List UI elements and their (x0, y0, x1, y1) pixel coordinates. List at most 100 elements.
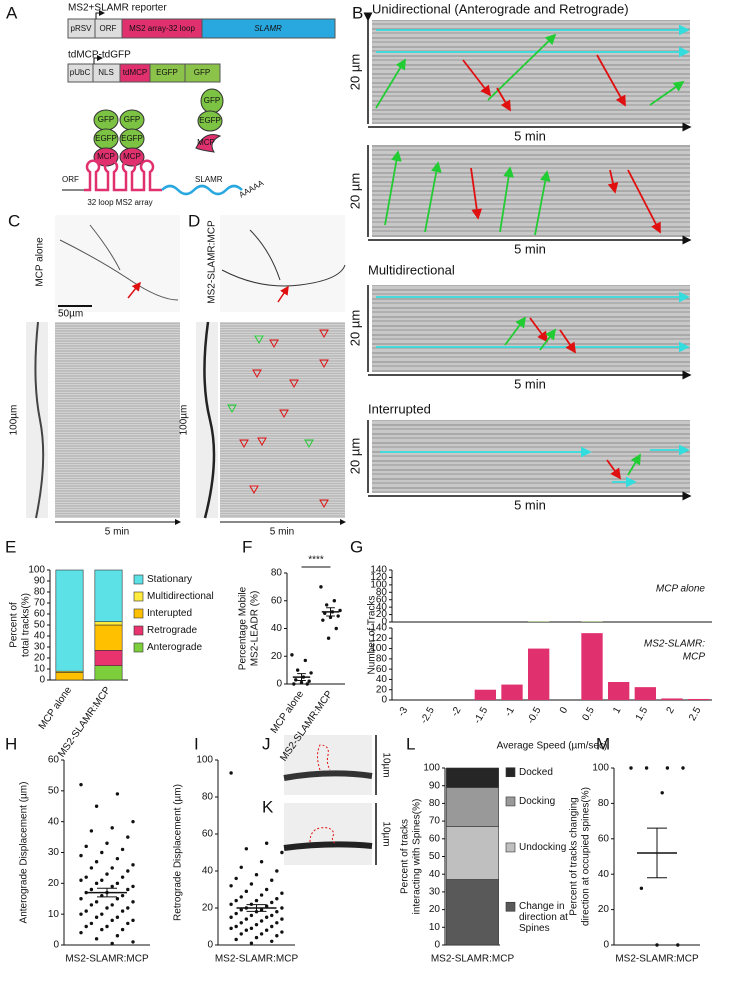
data-point (270, 939, 274, 943)
y-tick-label: 50 (48, 785, 60, 796)
protein-label: EGFP (199, 116, 221, 125)
data-point (681, 766, 685, 770)
y-tick-label: 120 (370, 572, 387, 583)
protein (195, 134, 222, 153)
x-tick-label: 0.5 (580, 705, 597, 723)
y-axis-label: direction at occupied spines(%) (581, 787, 592, 926)
data-point (239, 932, 243, 936)
x-tick-label: -2 (450, 705, 464, 719)
data-point (115, 915, 120, 919)
data-point (244, 917, 249, 921)
data-point (120, 875, 125, 879)
data-point (280, 906, 284, 910)
neurite-strip (196, 322, 218, 518)
data-point (321, 618, 325, 622)
bar (688, 698, 710, 700)
data-point (131, 884, 135, 889)
bar-segment (446, 787, 499, 827)
legend-label: Stationary (147, 574, 193, 585)
scale-label: 20 µm (347, 173, 362, 209)
legend-swatch (505, 901, 516, 912)
y-tick-label: 40 (429, 869, 441, 880)
bar (634, 687, 656, 700)
panel-letter: C (8, 211, 20, 230)
data-point (303, 658, 308, 663)
construct-label: tdMCP (123, 68, 147, 77)
data-point (100, 878, 104, 882)
y-tick-label: 100 (370, 579, 387, 590)
legend-item: Anterograde (147, 642, 202, 653)
panel-letter: H (5, 734, 17, 753)
y-tick-label: 60 (376, 664, 388, 675)
bar (474, 689, 496, 700)
data-point (100, 850, 104, 855)
y-tick-label: 100 (423, 763, 440, 774)
data-point (639, 886, 644, 891)
y-tick-label: 30 (48, 847, 60, 858)
data-point (665, 766, 670, 770)
panel-letter: K (262, 797, 274, 816)
data-point (259, 860, 264, 864)
data-point (254, 922, 259, 927)
kymograph-title: Interrupted (368, 401, 431, 416)
protein-label: EGFP (95, 134, 117, 143)
pointer-arrow (127, 281, 141, 299)
track-arrow (529, 317, 549, 343)
data-point (110, 941, 114, 946)
y-tick-label: 60 (598, 833, 610, 844)
legend-label: Change in direction at Spines (519, 901, 568, 935)
data-point (275, 869, 279, 873)
data-point (254, 935, 259, 940)
track-arrow (649, 80, 685, 106)
kymograph (372, 145, 690, 237)
bar (501, 684, 523, 700)
construct-label: pRSV (71, 24, 93, 33)
data-point (280, 891, 284, 895)
error-bar (246, 904, 267, 912)
y-tick-label: 0 (207, 940, 213, 951)
panel-letter: A (6, 3, 18, 22)
scale-label: 100µm (179, 405, 190, 436)
y-tick-label: 100 (196, 755, 213, 766)
scale-label: 50µm (58, 309, 83, 320)
data-point (249, 882, 254, 886)
error-bar (297, 673, 306, 682)
legend-label: Retrograde (147, 625, 198, 636)
track-arrow (496, 87, 511, 112)
data-point (275, 934, 279, 938)
legend-swatch (133, 625, 144, 636)
data-point (131, 900, 135, 904)
legend-swatch (505, 842, 516, 853)
legend-label: Undocking (519, 841, 567, 853)
bar (608, 682, 630, 700)
dendrite (283, 841, 373, 851)
data-point (244, 889, 249, 894)
legend-item: Docking (519, 796, 555, 807)
bar-segment (446, 767, 499, 788)
y-tick-label: 100 (370, 643, 387, 654)
neurite (34, 321, 45, 519)
y-tick-label: 40 (376, 674, 388, 685)
data-point (259, 893, 264, 897)
track-arrow (462, 59, 492, 97)
data-point (115, 934, 120, 938)
data-point (79, 897, 83, 901)
data-point (234, 937, 238, 942)
y-tick-label: 100 (592, 763, 609, 774)
event-markers (239, 329, 329, 509)
data-point (110, 866, 114, 870)
data-point (84, 844, 88, 849)
y-tick-label: 60 (376, 594, 388, 605)
y-tick-label: 90 (429, 780, 441, 791)
panel-letter: B (352, 3, 363, 22)
data-point (120, 909, 125, 913)
neurite (221, 229, 346, 287)
y-tick-label: 20 (598, 904, 610, 915)
data-point (319, 585, 323, 589)
bar-segment (94, 665, 123, 681)
legend-swatch (133, 574, 144, 585)
data-point (644, 766, 649, 770)
x-tick-label: MS2-SLAMR:MCP (431, 954, 515, 965)
data-point (328, 615, 333, 620)
data-point (126, 887, 130, 892)
